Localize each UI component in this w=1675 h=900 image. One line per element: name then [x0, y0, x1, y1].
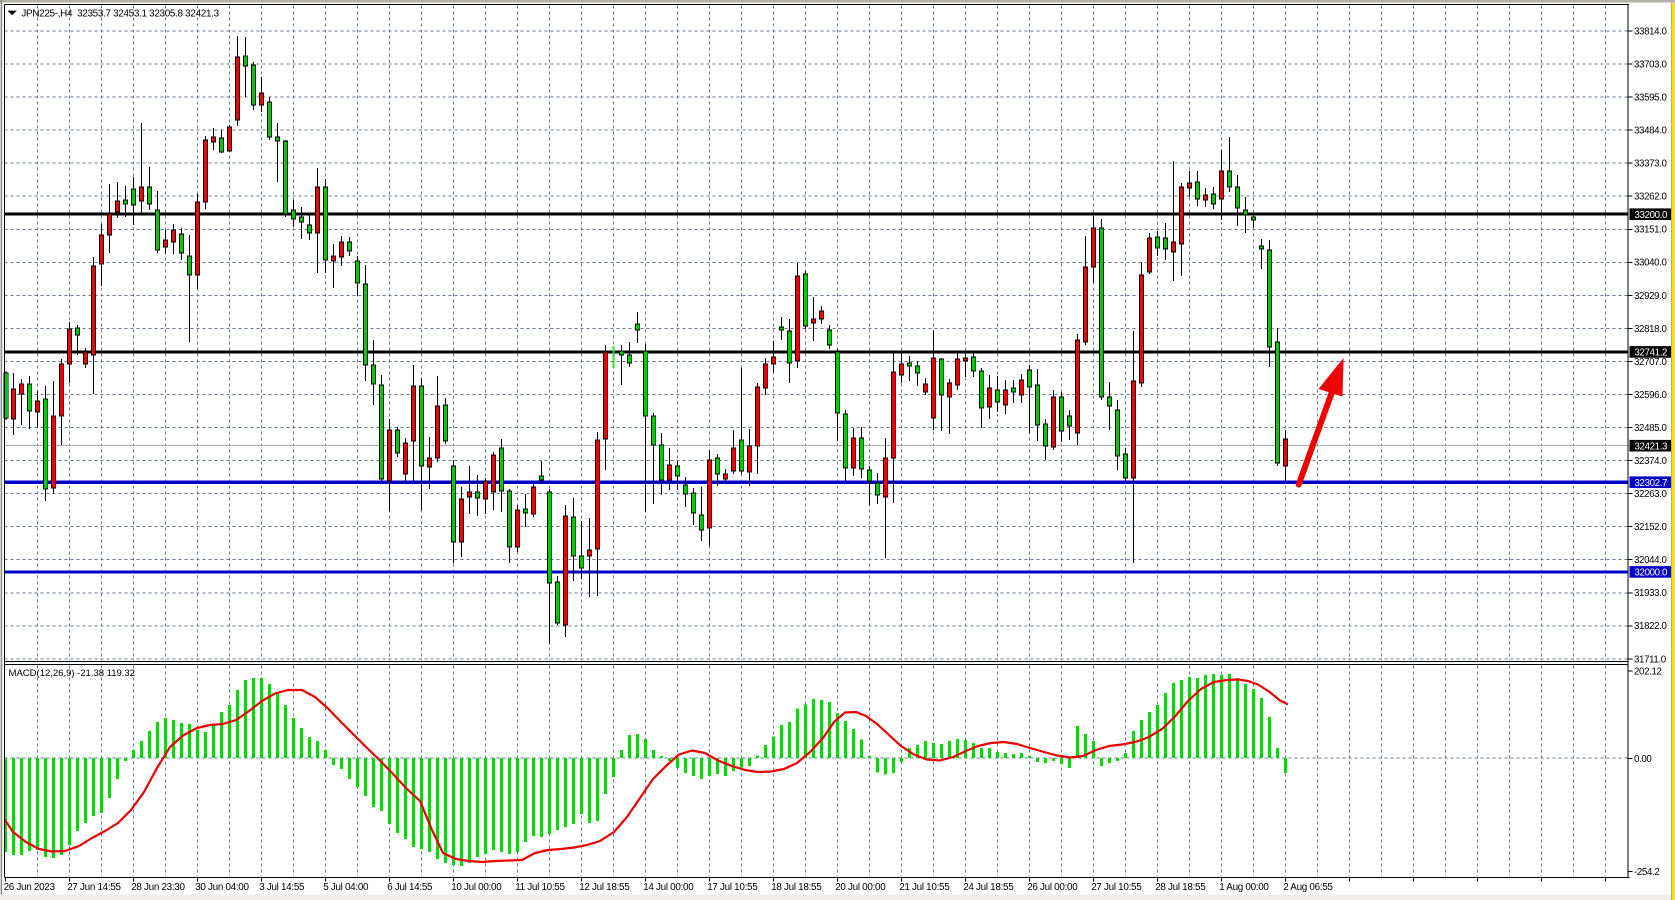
svg-text:10 Jul 00:00: 10 Jul 00:00: [451, 882, 502, 893]
svg-text:0.00: 0.00: [1634, 754, 1652, 765]
svg-text:-254.2: -254.2: [1634, 867, 1659, 878]
svg-text:MACD(12,26,9) -21.38 119.32: MACD(12,26,9) -21.38 119.32: [9, 668, 135, 679]
svg-text:32596.0: 32596.0: [1634, 390, 1668, 401]
svg-text:1 Aug 00:00: 1 Aug 00:00: [1219, 882, 1269, 893]
svg-text:26 Jul 00:00: 26 Jul 00:00: [1027, 882, 1078, 893]
svg-text:32741.2: 32741.2: [1635, 348, 1668, 359]
svg-text:33151.0: 33151.0: [1634, 225, 1668, 236]
svg-text:11 Jul 10:55: 11 Jul 10:55: [515, 882, 565, 893]
svg-text:33814.0: 33814.0: [1634, 26, 1668, 37]
svg-text:33703.0: 33703.0: [1634, 59, 1668, 70]
svg-text:33262.0: 33262.0: [1634, 192, 1668, 203]
svg-text:33200.0: 33200.0: [1635, 210, 1669, 221]
svg-text:28 Jul 18:55: 28 Jul 18:55: [1155, 882, 1206, 893]
svg-text:202.12: 202.12: [1634, 666, 1662, 677]
svg-text:JPN225-,H4 32353.7 32453.1 32: JPN225-,H4 32353.7 32453.1 32305.8 32421…: [21, 8, 219, 19]
svg-text:32929.0: 32929.0: [1634, 291, 1668, 302]
svg-text:28 Jun 23:30: 28 Jun 23:30: [131, 882, 185, 893]
svg-text:32421.3: 32421.3: [1635, 441, 1668, 452]
svg-text:6 Jul 14:55: 6 Jul 14:55: [387, 882, 433, 893]
svg-text:32000.0: 32000.0: [1635, 568, 1669, 579]
svg-text:17 Jul 10:55: 17 Jul 10:55: [707, 882, 758, 893]
svg-text:32485.0: 32485.0: [1634, 423, 1668, 434]
svg-text:32263.0: 32263.0: [1634, 489, 1668, 500]
svg-text:33040.0: 33040.0: [1634, 258, 1668, 269]
svg-text:2 Aug 06:55: 2 Aug 06:55: [1283, 882, 1333, 893]
svg-text:30 Jun 04:00: 30 Jun 04:00: [195, 882, 249, 893]
svg-text:33484.0: 33484.0: [1634, 126, 1668, 137]
svg-text:27 Jul 10:55: 27 Jul 10:55: [1091, 882, 1142, 893]
svg-text:33595.0: 33595.0: [1634, 93, 1668, 104]
svg-text:3 Jul 14:55: 3 Jul 14:55: [259, 882, 305, 893]
svg-text:24 Jul 18:55: 24 Jul 18:55: [963, 882, 1014, 893]
svg-text:31933.0: 31933.0: [1634, 588, 1668, 599]
svg-text:31822.0: 31822.0: [1634, 621, 1668, 632]
svg-text:18 Jul 18:55: 18 Jul 18:55: [771, 882, 822, 893]
svg-text:32044.0: 32044.0: [1634, 555, 1668, 566]
svg-text:26 Jun 2023: 26 Jun 2023: [4, 882, 56, 893]
svg-text:12 Jul 18:55: 12 Jul 18:55: [579, 882, 630, 893]
svg-text:27 Jun 14:55: 27 Jun 14:55: [67, 882, 121, 893]
svg-text:20 Jul 00:00: 20 Jul 00:00: [835, 882, 886, 893]
svg-text:32374.0: 32374.0: [1634, 456, 1668, 467]
svg-text:5 Jul 04:00: 5 Jul 04:00: [323, 882, 369, 893]
svg-text:32152.0: 32152.0: [1634, 522, 1668, 533]
svg-text:32302.7: 32302.7: [1635, 478, 1668, 489]
svg-text:32707.0: 32707.0: [1634, 357, 1668, 368]
svg-text:14 Jul 00:00: 14 Jul 00:00: [643, 882, 694, 893]
svg-text:31711.0: 31711.0: [1634, 654, 1667, 665]
svg-text:33373.0: 33373.0: [1634, 159, 1668, 170]
svg-text:21 Jul 10:55: 21 Jul 10:55: [899, 882, 950, 893]
svg-text:32818.0: 32818.0: [1634, 324, 1668, 335]
